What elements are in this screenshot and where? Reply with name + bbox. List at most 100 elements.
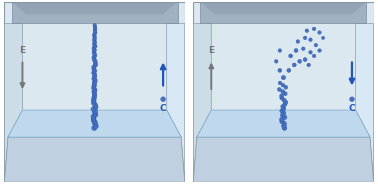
Circle shape xyxy=(314,43,318,47)
Circle shape xyxy=(92,90,96,94)
Polygon shape xyxy=(356,24,373,182)
Circle shape xyxy=(93,24,96,27)
Circle shape xyxy=(91,118,96,123)
Circle shape xyxy=(93,27,97,31)
Circle shape xyxy=(309,38,312,42)
Circle shape xyxy=(92,58,96,62)
Circle shape xyxy=(282,115,287,120)
Polygon shape xyxy=(197,110,370,137)
Circle shape xyxy=(93,40,97,44)
Circle shape xyxy=(91,114,96,119)
Circle shape xyxy=(281,105,285,109)
Circle shape xyxy=(93,88,97,92)
Circle shape xyxy=(93,73,97,77)
Circle shape xyxy=(92,93,97,98)
Polygon shape xyxy=(193,137,373,182)
Text: E: E xyxy=(208,46,214,55)
Circle shape xyxy=(281,75,286,80)
Circle shape xyxy=(292,63,296,67)
Circle shape xyxy=(282,107,286,111)
Circle shape xyxy=(280,96,284,100)
Circle shape xyxy=(92,76,96,81)
Circle shape xyxy=(93,105,98,109)
Circle shape xyxy=(282,126,287,130)
Circle shape xyxy=(91,71,96,75)
Circle shape xyxy=(274,60,278,63)
Polygon shape xyxy=(200,2,366,24)
Polygon shape xyxy=(5,24,22,182)
Circle shape xyxy=(93,112,98,117)
Circle shape xyxy=(282,121,287,126)
Text: C: C xyxy=(160,104,166,113)
Polygon shape xyxy=(5,137,185,182)
Circle shape xyxy=(93,48,96,52)
Polygon shape xyxy=(8,110,181,137)
Circle shape xyxy=(93,44,97,48)
Circle shape xyxy=(92,125,97,131)
Circle shape xyxy=(282,124,286,128)
Circle shape xyxy=(93,39,96,42)
Polygon shape xyxy=(12,2,178,24)
Text: E: E xyxy=(19,46,25,55)
Circle shape xyxy=(93,25,97,29)
Circle shape xyxy=(92,120,97,125)
Circle shape xyxy=(281,90,285,93)
Circle shape xyxy=(277,87,281,91)
Circle shape xyxy=(91,101,96,106)
Circle shape xyxy=(93,78,98,83)
Circle shape xyxy=(350,97,354,102)
Circle shape xyxy=(93,63,98,67)
Circle shape xyxy=(92,33,96,37)
Circle shape xyxy=(305,29,309,33)
Circle shape xyxy=(283,92,287,96)
Circle shape xyxy=(281,83,285,87)
Circle shape xyxy=(93,103,98,108)
Circle shape xyxy=(93,29,97,33)
Circle shape xyxy=(92,84,96,88)
Polygon shape xyxy=(193,2,373,182)
Circle shape xyxy=(280,94,284,98)
Circle shape xyxy=(93,54,97,58)
Circle shape xyxy=(282,111,286,115)
Circle shape xyxy=(161,97,166,102)
Polygon shape xyxy=(167,24,185,182)
Circle shape xyxy=(282,98,286,102)
Circle shape xyxy=(93,69,97,73)
Circle shape xyxy=(278,49,282,52)
Circle shape xyxy=(92,56,96,60)
Circle shape xyxy=(294,49,298,52)
Circle shape xyxy=(303,58,307,61)
Circle shape xyxy=(278,68,282,72)
Circle shape xyxy=(279,117,284,122)
Circle shape xyxy=(287,68,291,72)
Circle shape xyxy=(93,122,98,127)
Circle shape xyxy=(284,85,288,89)
Circle shape xyxy=(92,95,96,100)
Circle shape xyxy=(93,109,98,113)
Circle shape xyxy=(309,51,312,54)
Circle shape xyxy=(280,109,284,113)
Circle shape xyxy=(318,49,321,52)
Polygon shape xyxy=(12,2,178,15)
Circle shape xyxy=(91,107,96,112)
Circle shape xyxy=(92,80,97,85)
Circle shape xyxy=(91,116,96,121)
Circle shape xyxy=(321,36,325,40)
Circle shape xyxy=(93,31,97,35)
Circle shape xyxy=(284,100,288,104)
Polygon shape xyxy=(193,24,211,182)
Circle shape xyxy=(93,59,97,63)
Circle shape xyxy=(93,37,96,40)
Circle shape xyxy=(296,40,300,43)
Circle shape xyxy=(92,65,96,69)
Circle shape xyxy=(93,75,97,79)
Circle shape xyxy=(280,119,284,124)
Circle shape xyxy=(307,63,310,67)
Circle shape xyxy=(93,35,96,39)
Circle shape xyxy=(312,54,316,58)
Circle shape xyxy=(92,82,96,86)
Circle shape xyxy=(92,42,96,46)
Circle shape xyxy=(92,50,96,54)
Circle shape xyxy=(283,102,287,107)
Circle shape xyxy=(92,46,96,50)
